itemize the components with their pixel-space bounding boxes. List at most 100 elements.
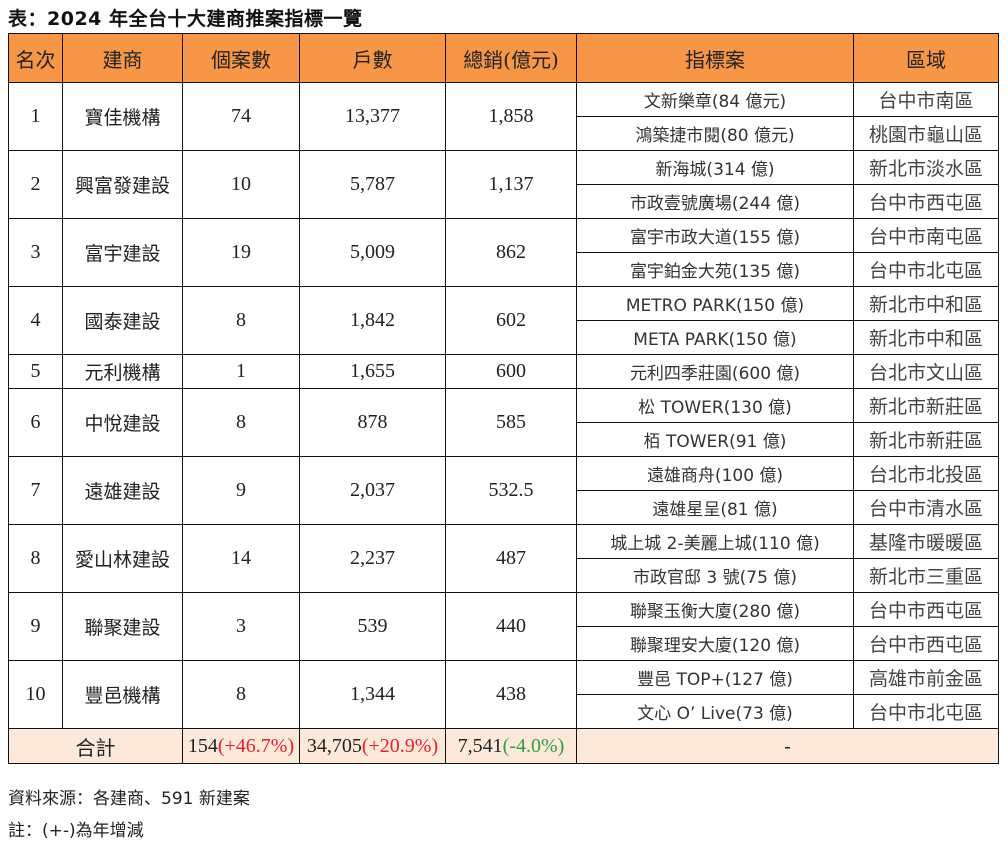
table-row: META PARK(150 億) 新北市中和區 — [9, 320, 999, 355]
cases-cell: 8 — [182, 286, 300, 355]
region-cell: 台中市北屯區 — [853, 694, 999, 729]
table-row: 7 遠雄建設 9 2,037 532.5 遠雄商舟(100 億) 台北市北投區 — [8, 456, 999, 525]
region-cell: 台北市文山區 — [853, 354, 999, 389]
region-cell: 台北市北投區 — [853, 456, 999, 491]
region-cell: 新北市淡水區 — [853, 150, 999, 185]
total-project: - — [576, 728, 999, 764]
cases-cell: 1 — [182, 354, 300, 389]
region-cell: 台中市西屯區 — [853, 184, 999, 219]
table-row: 5 元利機構 1 1,655 600 元利四季莊園(600 億) 台北市文山區 — [8, 354, 999, 389]
units-cell: 1,344 — [299, 660, 446, 729]
units-cell: 539 — [299, 592, 446, 661]
project-cell: 聯聚理安大廈(120 億) — [576, 626, 854, 661]
units-cell: 1,655 — [299, 354, 446, 389]
total-label: 合計 — [8, 728, 183, 764]
developer-ranking-table: 名次 建商 個案數 戶數 總銷(億元) 指標案 區域 1 寶佳機構 74 13,377… — [8, 33, 999, 764]
project-cell: 聯聚玉衡大廈(280 億) — [576, 592, 854, 627]
developer-cell: 元利機構 — [62, 354, 183, 389]
total-cases-value: 154 — [187, 734, 218, 757]
units-cell: 13,377 — [299, 82, 446, 151]
table-row: 市政官邸 3 號(75 億) 新北市三重區 — [9, 558, 999, 593]
table-row: 市政壹號廣場(244 億) 台中市西屯區 — [9, 184, 999, 219]
region-cell: 桃園市龜山區 — [853, 116, 999, 151]
region-cell: 新北市新莊區 — [853, 388, 999, 423]
cases-cell: 19 — [182, 218, 300, 287]
region-cell: 台中市北屯區 — [853, 252, 999, 287]
rank-cell: 4 — [8, 286, 63, 355]
header-developer: 建商 — [62, 33, 183, 83]
region-cell: 高雄市前金區 — [853, 660, 999, 695]
developer-cell: 富宇建設 — [62, 218, 183, 287]
project-cell: 栢 TOWER(91 億) — [576, 422, 854, 457]
project-cell: 遠雄星呈(81 億) — [576, 490, 854, 525]
region-cell: 新北市中和區 — [853, 286, 999, 321]
table-row: 4 國泰建設 8 1,842 602 METRO PARK(150 億) 新北市中和區 — [8, 286, 999, 355]
developer-cell: 聯聚建設 — [62, 592, 183, 661]
table-row: 1 寶佳機構 74 13,377 1,858 文新樂章(84 億元) 台中市南區 — [8, 82, 999, 151]
project-cell: 鴻築捷市閱(80 億元) — [576, 116, 854, 151]
region-cell: 基隆市暖暖區 — [853, 524, 999, 559]
cases-cell: 14 — [182, 524, 300, 593]
developer-cell: 愛山林建設 — [62, 524, 183, 593]
rank-cell: 10 — [8, 660, 63, 729]
total-units-change: (+20.9%) — [361, 734, 439, 757]
cases-cell: 8 — [182, 388, 300, 457]
developer-cell: 興富發建設 — [62, 150, 183, 219]
sales-cell: 602 — [445, 286, 577, 355]
sales-cell: 600 — [445, 354, 577, 389]
rank-cell: 6 — [8, 388, 63, 457]
project-cell: 城上城 2-美麗上城(110 億) — [576, 524, 854, 559]
units-cell: 5,787 — [299, 150, 446, 219]
total-cases-change: (+46.7%) — [217, 734, 295, 757]
header-units: 戶數 — [299, 33, 446, 83]
cases-cell: 3 — [182, 592, 300, 661]
developer-cell: 寶佳機構 — [62, 82, 183, 151]
header-region: 區域 — [853, 33, 999, 83]
developer-cell: 國泰建設 — [62, 286, 183, 355]
table-row: 聯聚理安大廈(120 億) 台中市西屯區 — [9, 626, 999, 661]
region-cell: 台中市清水區 — [853, 490, 999, 525]
table-title: 表：2024 年全台十大建商推案指標一覽 — [8, 8, 363, 30]
table-row: 栢 TOWER(91 億) 新北市新莊區 — [9, 422, 999, 457]
region-cell: 台中市西屯區 — [853, 592, 999, 627]
total-units-value: 34,705 — [306, 734, 362, 757]
project-cell: 文心 O’ Live(73 億) — [576, 694, 854, 729]
developer-cell: 遠雄建設 — [62, 456, 183, 525]
source-note: 資料來源：各建商、591 新建案 — [8, 789, 250, 809]
project-cell: 文新樂章(84 億元) — [576, 82, 854, 117]
project-cell: 松 TOWER(130 億) — [576, 388, 854, 423]
sales-cell: 438 — [445, 660, 577, 729]
project-cell: 遠雄商舟(100 億) — [576, 456, 854, 491]
total-sales-value: 7,541 — [457, 734, 503, 757]
table-row: 8 愛山林建設 14 2,237 487 城上城 2-美麗上城(110 億) 基隆市暖暖區 — [8, 524, 999, 593]
rank-cell: 7 — [8, 456, 63, 525]
project-cell: 元利四季莊園(600 億) — [576, 354, 854, 389]
total-row: 合計 154(+46.7%) 34,705(+20.9%) 7,541(-4.0… — [8, 728, 999, 764]
project-cell: 新海城(314 億) — [576, 150, 854, 185]
header-rank: 名次 — [8, 33, 63, 83]
cases-cell: 8 — [182, 660, 300, 729]
rank-cell: 2 — [8, 150, 63, 219]
table-row: 2 興富發建設 10 5,787 1,137 新海城(314 億) 新北市淡水區 — [8, 150, 999, 219]
table-row: 富宇鉑金大苑(135 億) 台中市北屯區 — [9, 252, 999, 287]
project-cell: 富宇鉑金大苑(135 億) — [576, 252, 854, 287]
region-cell: 台中市南區 — [853, 82, 999, 117]
table-row: 遠雄星呈(81 億) 台中市清水區 — [9, 490, 999, 525]
total-units: 34,705(+20.9%) — [299, 728, 446, 764]
table-row: 6 中悅建設 8 878 585 松 TOWER(130 億) 新北市新莊區 — [8, 388, 999, 457]
header-row: 名次 建商 個案數 戶數 總銷(億元) 指標案 區域 — [8, 33, 999, 83]
region-cell: 新北市新莊區 — [853, 422, 999, 457]
table-row: 10 豐邑機構 8 1,344 438 豐邑 TOP+(127 億) 高雄市前金區 — [8, 660, 999, 729]
developer-cell: 豐邑機構 — [62, 660, 183, 729]
rank-cell: 9 — [8, 592, 63, 661]
sales-cell: 532.5 — [445, 456, 577, 525]
region-cell: 台中市西屯區 — [853, 626, 999, 661]
project-cell: 豐邑 TOP+(127 億) — [576, 660, 854, 695]
remark-note: 註：(+-)為年增減 — [8, 821, 144, 841]
sales-cell: 1,858 — [445, 82, 577, 151]
units-cell: 2,037 — [299, 456, 446, 525]
header-project: 指標案 — [576, 33, 854, 83]
total-sales: 7,541(-4.0%) — [445, 728, 577, 764]
header-sales: 總銷(億元) — [445, 33, 577, 83]
rank-cell: 1 — [8, 82, 63, 151]
